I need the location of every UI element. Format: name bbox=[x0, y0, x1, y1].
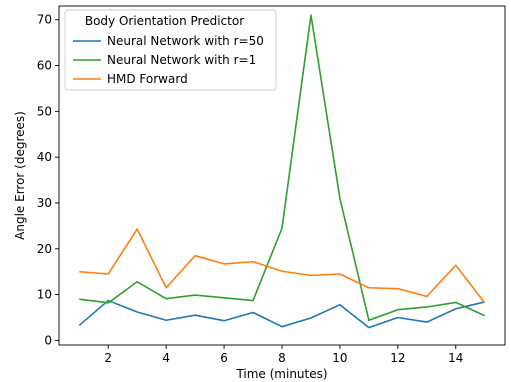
legend-box bbox=[64, 9, 277, 91]
y-tick-label: 50 bbox=[37, 104, 52, 118]
y-tick-label: 30 bbox=[37, 196, 52, 210]
y-tick-label: 60 bbox=[37, 59, 52, 73]
x-tick-label: 14 bbox=[448, 351, 463, 365]
legend-label-2: Neural Network with r=1 bbox=[107, 53, 256, 67]
legend-title: Body Orientation Predictor bbox=[85, 14, 244, 28]
series-line-1 bbox=[78, 299, 485, 329]
legend: Body Orientation Predictor Neural Networ… bbox=[64, 9, 277, 91]
y-tick-label: 40 bbox=[37, 150, 52, 164]
x-axis: 2 4 6 8 10 12 14 bbox=[104, 345, 463, 365]
y-tick-label: 0 bbox=[44, 333, 52, 347]
legend-label-1: Neural Network with r=50 bbox=[107, 34, 264, 48]
x-tick-label: 4 bbox=[162, 351, 170, 365]
series-line-3 bbox=[79, 228, 486, 304]
series-line-2 bbox=[79, 14, 486, 322]
x-tick-label: 6 bbox=[220, 351, 228, 365]
y-tick-label: 70 bbox=[37, 13, 52, 27]
y-axis-label: Angle Error (degrees) bbox=[13, 111, 27, 240]
y-tick-label: 20 bbox=[37, 242, 52, 256]
x-tick-label: 8 bbox=[278, 351, 286, 365]
plot-marks bbox=[78, 14, 486, 329]
legend-label-3: HMD Forward bbox=[107, 72, 188, 86]
x-tick-label: 10 bbox=[332, 351, 347, 365]
y-tick-label: 10 bbox=[37, 288, 52, 302]
x-axis-label: Time (minutes) bbox=[235, 367, 327, 381]
y-axis: 0 10 20 30 40 50 60 70 bbox=[37, 13, 59, 347]
x-tick-label: 12 bbox=[390, 351, 405, 365]
x-tick-label: 2 bbox=[104, 351, 112, 365]
